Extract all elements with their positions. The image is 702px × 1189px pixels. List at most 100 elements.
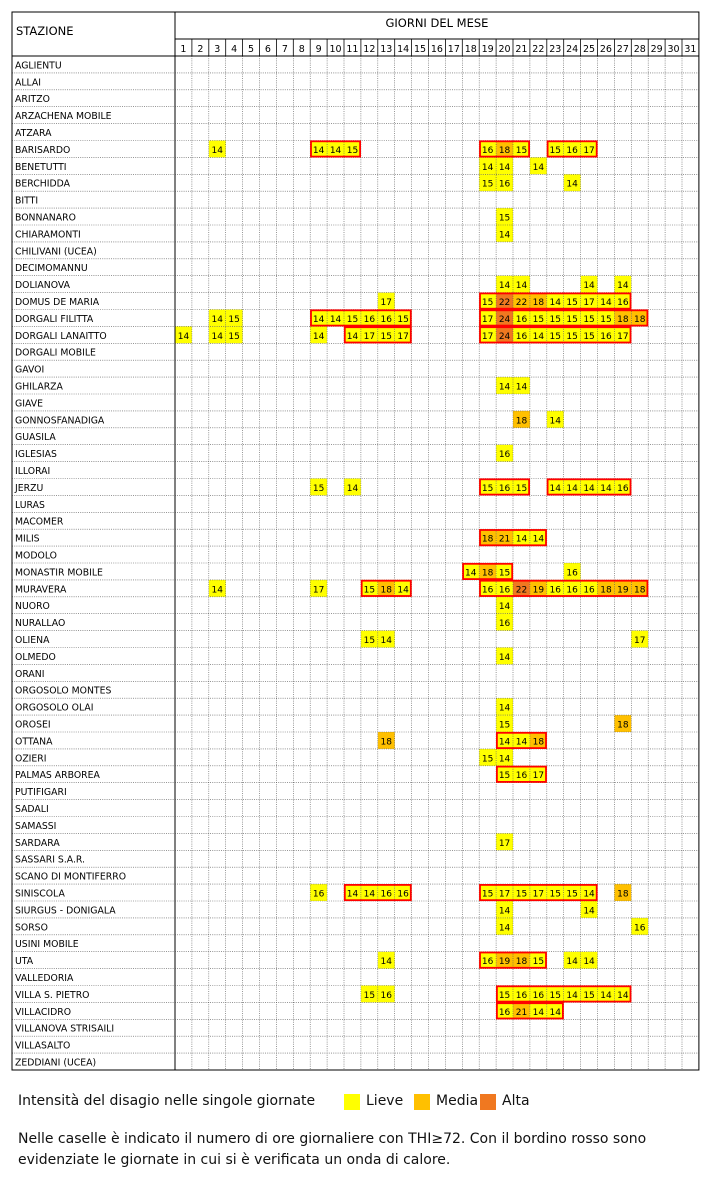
heatwave-border-ottana-days-20-22 <box>495 731 547 749</box>
cell-value-berchidda-day-19: 15 <box>482 180 493 190</box>
cell-value-oliena-day-12: 15 <box>364 636 375 646</box>
cell-value-berchidda-day-24: 14 <box>566 180 578 190</box>
cell-value-domus-de-maria-day-25: 17 <box>583 298 594 308</box>
cell-dorgali-filitta-day-22 <box>529 309 547 327</box>
cell-value-muravera-day-3: 14 <box>212 585 224 595</box>
cell-dorgali-lanaitto-day-12 <box>360 326 378 344</box>
cell-value-siniscola-day-13: 16 <box>381 890 393 900</box>
cell-value-domus-de-maria-day-26: 14 <box>600 298 612 308</box>
cell-value-muravera-day-14: 14 <box>397 585 409 595</box>
cell-muravera-day-3 <box>208 579 226 597</box>
cell-gonnosfanadiga-day-21 <box>513 410 530 428</box>
cell-value-milis-day-22: 14 <box>533 535 545 545</box>
cell-value-dorgali-lanaitto-day-11: 14 <box>347 332 359 342</box>
cell-milis-day-21 <box>513 529 530 547</box>
cell-villacidro-day-21 <box>513 1002 530 1020</box>
cell-value-benetutti-day-20: 14 <box>499 163 511 173</box>
cell-value-siniscola-day-11: 14 <box>347 890 359 900</box>
cell-dorgali-filitta-day-23 <box>546 309 564 327</box>
cell-value-berchidda-day-20: 16 <box>499 180 511 190</box>
cell-value-ottana-day-13: 18 <box>381 737 393 747</box>
station-label-dorgali-filitta: DORGALI FILITTA <box>15 314 94 325</box>
cell-domus-de-maria-day-20 <box>496 292 513 310</box>
cell-siniscola-day-13 <box>377 884 395 901</box>
cell-siniscola-day-20 <box>496 884 513 901</box>
cell-value-domus-de-maria-day-21: 22 <box>516 298 527 308</box>
heatwave-border-villa-s-pietro-days-20-27 <box>495 985 632 1003</box>
cell-value-siniscola-day-27: 18 <box>617 890 629 900</box>
cell-dolianova-day-21 <box>513 275 530 293</box>
day-label-27: 27 <box>617 44 629 55</box>
cell-value-barisardo-day-23: 15 <box>550 146 561 156</box>
cell-value-ghilarza-day-20: 14 <box>499 383 511 393</box>
station-label-sadali: SADALI <box>15 804 49 815</box>
cell-dorgali-filitta-day-10 <box>327 309 344 327</box>
cell-value-domus-de-maria-day-27: 16 <box>617 298 629 308</box>
cell-value-villa-s-pietro-day-27: 14 <box>617 991 629 1001</box>
cell-dorgali-lanaitto-day-19 <box>479 326 497 344</box>
station-label-bitti: BITTI <box>15 196 38 207</box>
station-label-siurgus-donigala: SIURGUS - DONIGALA <box>15 905 116 916</box>
cell-milis-day-19 <box>479 529 497 547</box>
cell-orgosolo-olai-day-20 <box>496 698 513 716</box>
day-label-5: 5 <box>248 44 254 55</box>
station-label-gavoi: GAVOI <box>15 365 44 376</box>
cell-value-villacidro-day-21: 21 <box>516 1008 527 1018</box>
cell-value-ottana-day-22: 18 <box>533 737 545 747</box>
cell-value-muravera-day-23: 16 <box>550 585 562 595</box>
cell-value-monastir-mobile-day-18: 14 <box>465 568 477 578</box>
cell-dorgali-filitta-day-12 <box>360 309 378 327</box>
legend-title: Intensità del disagio nelle singole gior… <box>18 1093 316 1109</box>
cell-berchidda-day-19 <box>479 174 497 192</box>
cell-value-olmedo-day-20: 14 <box>499 653 511 663</box>
cell-gonnosfanadiga-day-23 <box>546 410 564 428</box>
cell-value-jerzu-day-11: 14 <box>347 484 359 494</box>
cell-berchidda-day-24 <box>563 174 581 192</box>
cell-dorgali-filitta-day-20 <box>496 309 513 327</box>
cell-value-muravera-day-25: 16 <box>583 585 595 595</box>
day-label-21: 21 <box>515 44 527 55</box>
cell-value-muravera-day-27: 19 <box>617 585 629 595</box>
cell-value-benetutti-day-19: 14 <box>482 163 494 173</box>
station-label-valledoria: VALLEDORIA <box>15 973 74 984</box>
day-label-20: 20 <box>499 44 511 55</box>
cell-value-barisardo-day-25: 17 <box>583 146 594 156</box>
station-label-villanova-strisaili: VILLANOVA STRISAILI <box>15 1024 114 1035</box>
cell-value-villa-s-pietro-day-21: 16 <box>516 991 528 1001</box>
cell-value-dorgali-filitta-day-20: 24 <box>499 315 511 325</box>
legend-swatch-alta <box>480 1094 496 1110</box>
cell-value-jerzu-day-24: 14 <box>566 484 578 494</box>
cell-value-dorgali-filitta-day-14: 15 <box>397 315 408 325</box>
day-label-13: 13 <box>380 44 392 55</box>
cell-dorgali-lanaitto-day-21 <box>513 326 530 344</box>
cell-siniscola-day-19 <box>479 884 497 901</box>
station-label-ottana: OTTANA <box>15 736 53 747</box>
day-label-12: 12 <box>363 44 375 55</box>
station-label-putifigari: PUTIFIGARI <box>15 787 67 798</box>
cell-dorgali-filitta-day-19 <box>479 309 497 327</box>
cell-siniscola-day-25 <box>580 884 598 901</box>
cell-value-siniscola-day-20: 17 <box>499 890 510 900</box>
station-label-orosei: OROSEI <box>15 720 51 731</box>
cell-dorgali-lanaitto-day-14 <box>394 326 412 344</box>
cell-value-uta-day-24: 14 <box>566 957 578 967</box>
station-label-berchidda: BERCHIDDA <box>15 179 71 190</box>
cell-value-ozieri-day-20: 14 <box>499 754 511 764</box>
legend-swatch-media <box>414 1094 430 1110</box>
cell-villacidro-day-22 <box>529 1002 547 1020</box>
cell-value-domus-de-maria-day-23: 14 <box>550 298 562 308</box>
cell-domus-de-maria-day-24 <box>563 292 581 310</box>
cell-olmedo-day-20 <box>496 647 513 665</box>
cell-jerzu-day-25 <box>580 478 598 496</box>
cell-value-sorso-day-28: 16 <box>634 923 646 933</box>
cell-value-monastir-mobile-day-19: 18 <box>482 568 494 578</box>
station-label-aritzo: ARITZO <box>15 94 50 105</box>
day-label-15: 15 <box>414 44 426 55</box>
cell-muravera-day-26 <box>597 579 615 597</box>
cell-dorgali-lanaitto-day-13 <box>377 326 395 344</box>
heatwave-border-uta-days-19-22 <box>479 951 547 969</box>
station-label-scano-di-montiferro: SCANO DI MONTIFERRO <box>15 872 126 883</box>
cell-siurgus-donigala-day-25 <box>580 901 598 918</box>
cell-jerzu-day-23 <box>546 478 564 496</box>
cell-villacidro-day-20 <box>496 1002 513 1020</box>
